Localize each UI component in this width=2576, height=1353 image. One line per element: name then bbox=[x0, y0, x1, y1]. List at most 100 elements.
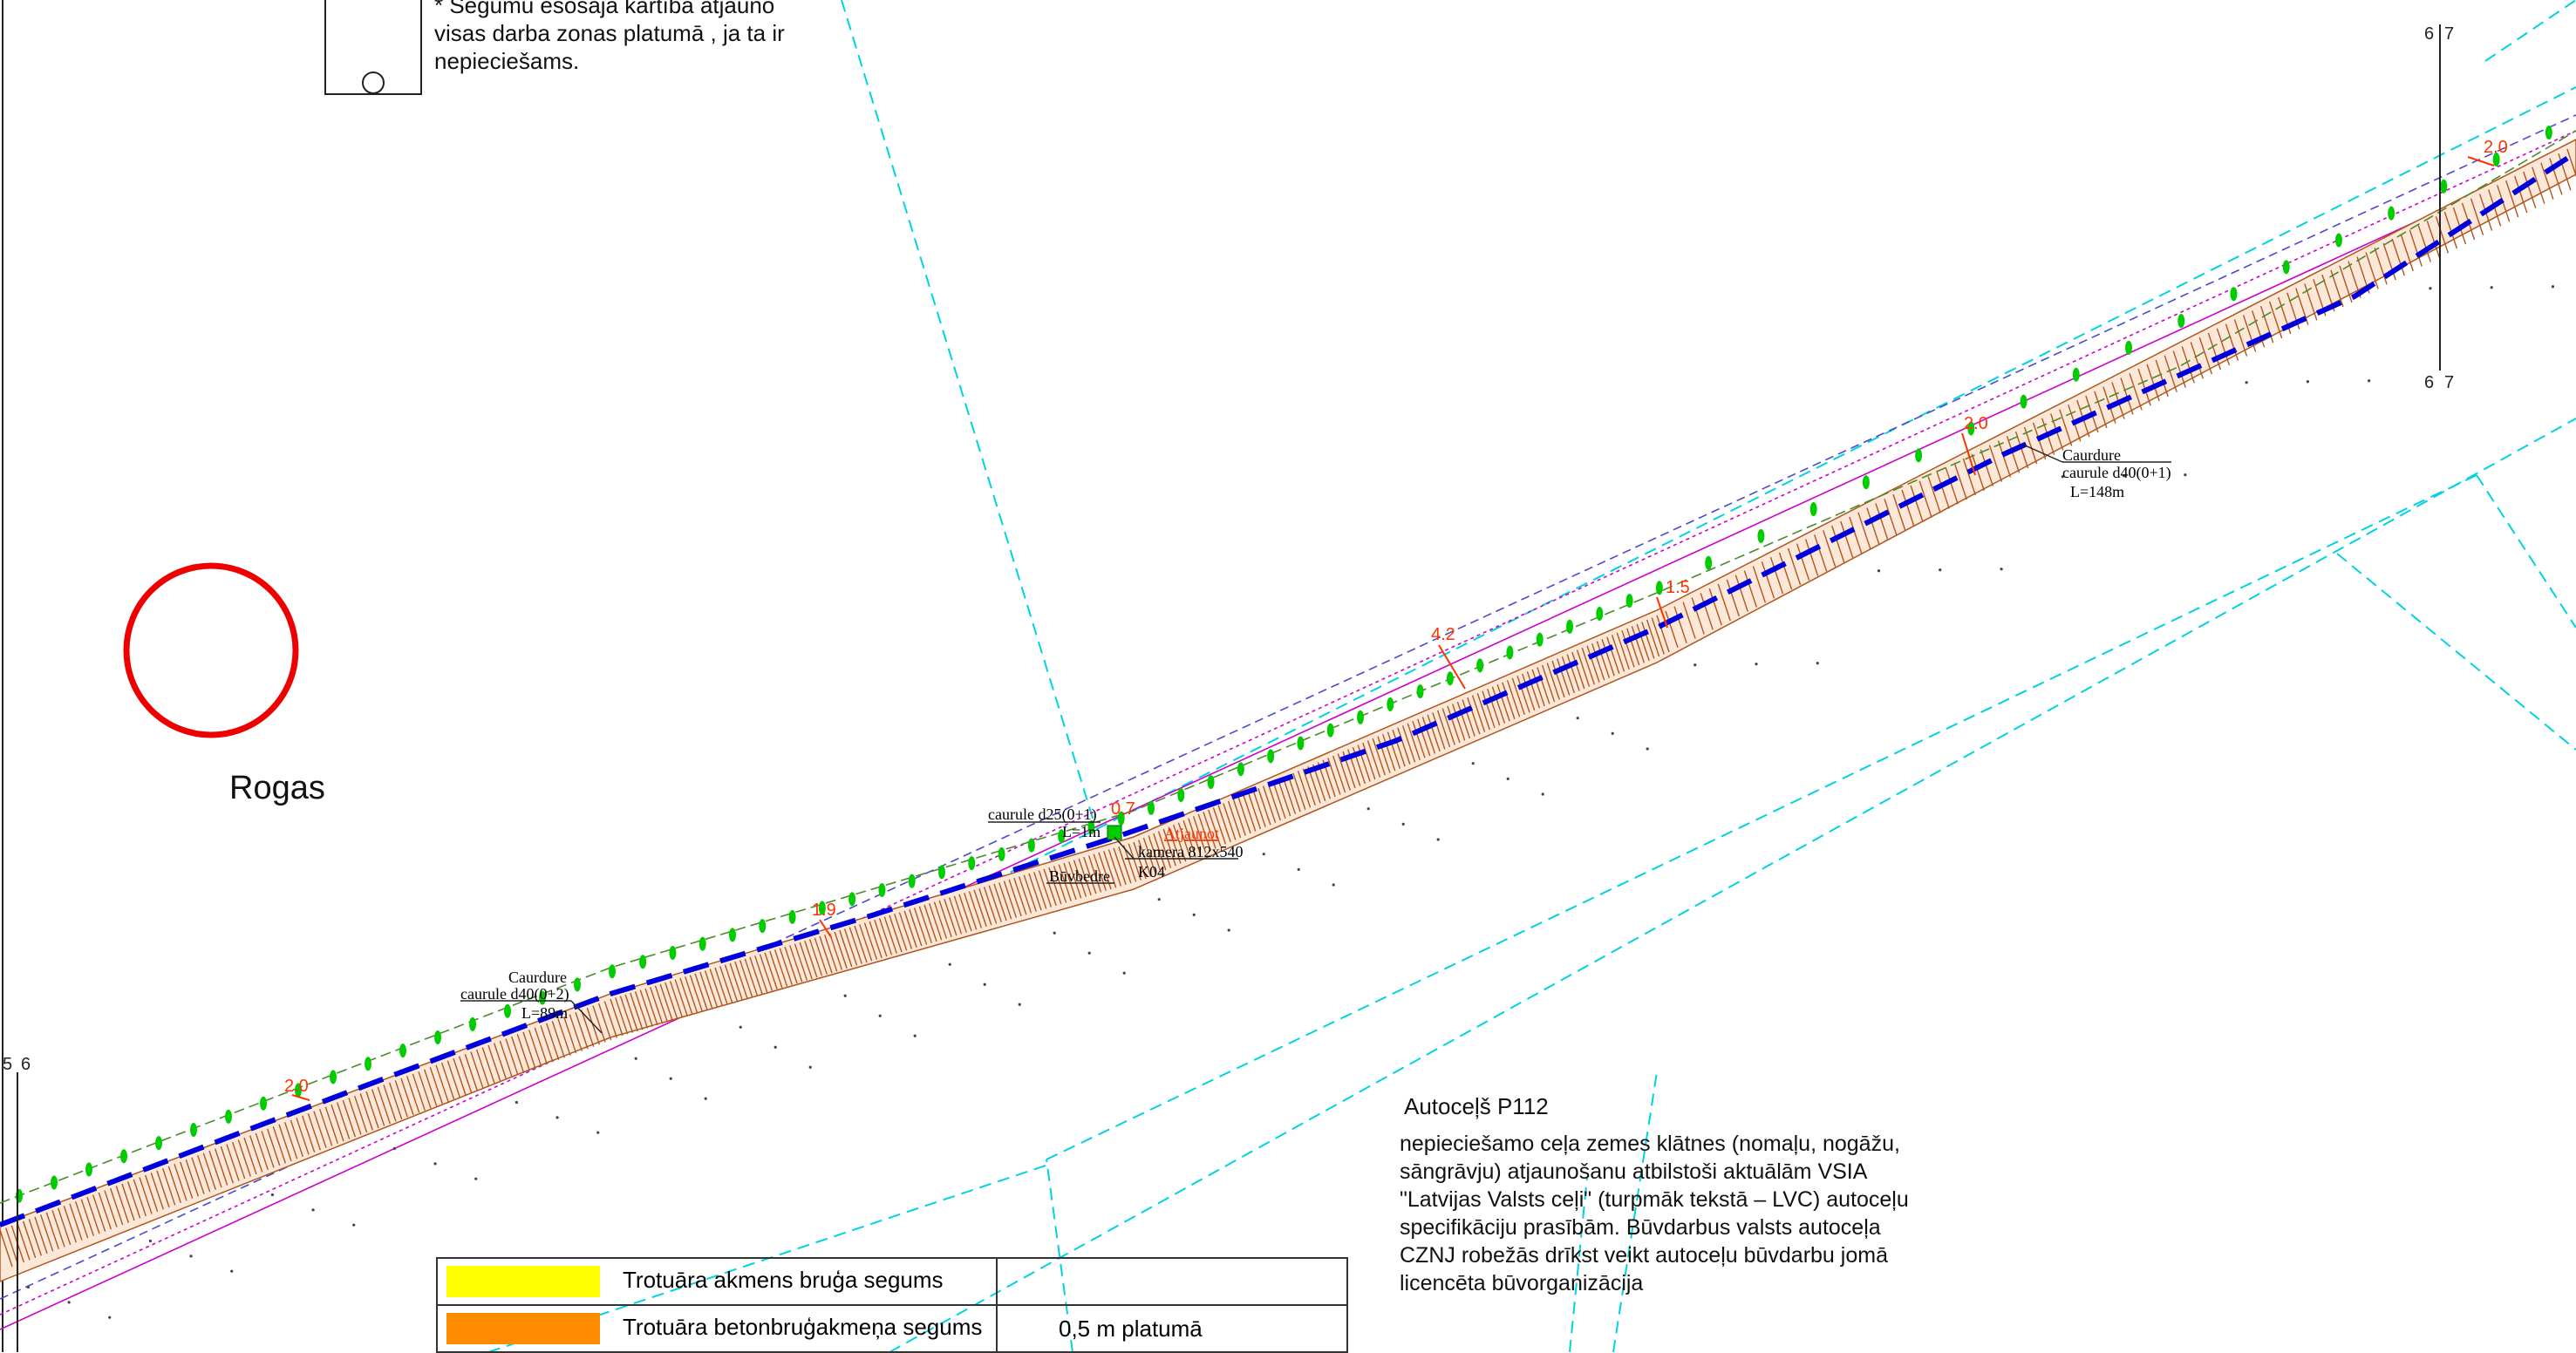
hatch-line bbox=[1382, 733, 1396, 772]
pipe-callout-2: caurule d25(0+1) L=1m bbox=[988, 806, 1101, 840]
tree-icon bbox=[1446, 671, 1454, 686]
hatch-line bbox=[2505, 180, 2519, 218]
hatch-line bbox=[2059, 409, 2073, 446]
hatch-line bbox=[824, 935, 838, 972]
hatch-line bbox=[993, 883, 1007, 921]
hatch-line bbox=[819, 935, 833, 974]
hatch-line bbox=[272, 1126, 286, 1164]
road-line: specifikāciju prasībām. Būvdarbus valsts… bbox=[1400, 1215, 1881, 1240]
hatch-line bbox=[744, 958, 758, 996]
hatch-line bbox=[958, 894, 972, 932]
hatch-line bbox=[522, 1031, 536, 1070]
hatch-line bbox=[1337, 753, 1351, 791]
road-line: licencēta būvorganizācija bbox=[1400, 1271, 1644, 1295]
hatch-line bbox=[1726, 579, 1740, 617]
hatch-line bbox=[127, 1181, 141, 1219]
hatch-line bbox=[237, 1139, 251, 1177]
hatch-line bbox=[1043, 868, 1057, 907]
hatch-line bbox=[1272, 781, 1286, 819]
hatch-line bbox=[654, 985, 669, 1023]
spot-point bbox=[230, 1269, 234, 1273]
pipe-1-label: Caurdure bbox=[508, 969, 567, 986]
hatch-line bbox=[988, 885, 1002, 922]
spot-point bbox=[2429, 287, 2432, 290]
hatch-line bbox=[2304, 283, 2318, 321]
hatch-line bbox=[1682, 602, 1696, 639]
hatch-line bbox=[848, 927, 862, 964]
hatch-line bbox=[28, 1219, 42, 1256]
hatch-line bbox=[290, 1119, 303, 1158]
tree-icon bbox=[190, 1122, 197, 1137]
hatch-line bbox=[63, 1206, 77, 1243]
hatch-line bbox=[729, 962, 743, 1001]
hatch-line bbox=[2532, 167, 2545, 204]
tree-icon bbox=[85, 1162, 92, 1177]
hatch-line bbox=[51, 1210, 65, 1248]
hatch-line bbox=[1397, 727, 1411, 765]
hatch-line bbox=[1691, 597, 1705, 635]
legend-swatch bbox=[446, 1266, 600, 1297]
hatch-line bbox=[968, 891, 983, 928]
tree-icon bbox=[2388, 206, 2395, 221]
spot-point bbox=[1332, 883, 1335, 887]
hatch-line bbox=[348, 1098, 362, 1135]
hatch-line bbox=[1107, 849, 1122, 887]
hatch-line bbox=[933, 901, 948, 939]
hatch-line bbox=[1401, 725, 1416, 763]
tree-icon bbox=[574, 977, 581, 992]
hatch-line bbox=[1971, 453, 1986, 492]
hatch-line bbox=[764, 952, 778, 990]
hatch-line bbox=[557, 1018, 571, 1056]
hatch-line bbox=[883, 916, 897, 954]
tree-icon bbox=[759, 919, 767, 934]
embankment-band bbox=[0, 139, 2576, 1282]
note-line: nepieciešams. bbox=[434, 48, 580, 74]
hatch-line bbox=[804, 940, 818, 978]
hatch-line bbox=[418, 1071, 432, 1109]
hatch-line bbox=[2339, 265, 2353, 303]
spot-point bbox=[1297, 867, 1300, 871]
hatch-line bbox=[709, 969, 723, 1006]
hatch-line bbox=[1641, 622, 1655, 659]
hatch-line bbox=[1013, 877, 1027, 915]
hatch-line bbox=[1651, 617, 1665, 655]
hatch-line bbox=[1476, 692, 1490, 731]
pipe-1-spec: caurule d40(0+2) bbox=[460, 985, 569, 1003]
hatch-line bbox=[2233, 319, 2248, 357]
spot-point bbox=[1366, 807, 1370, 811]
hatch-line bbox=[1366, 740, 1381, 778]
tree-icon bbox=[1087, 819, 1095, 834]
hatch-line bbox=[1441, 708, 1455, 745]
hatch-line bbox=[1910, 485, 1924, 523]
tree-icon bbox=[908, 874, 916, 888]
hatch-line bbox=[394, 1080, 408, 1118]
hatch-line bbox=[1823, 530, 1837, 568]
hatch-line bbox=[2094, 391, 2108, 429]
hatch-line bbox=[145, 1174, 159, 1213]
sheet-right-b: 7 bbox=[2444, 24, 2454, 44]
tree-icon bbox=[1596, 606, 1604, 621]
pipe-2-label: caurule d25(0+1) bbox=[988, 806, 1097, 824]
hatch-line bbox=[1626, 628, 1640, 666]
hatch-line bbox=[1197, 813, 1211, 852]
pipe-3-spec: caurule d40(0+1) bbox=[2062, 464, 2171, 482]
hatch-line bbox=[854, 925, 868, 963]
hatch-line bbox=[1417, 718, 1431, 757]
spot-point bbox=[67, 1301, 71, 1304]
hatch-line bbox=[1631, 626, 1646, 663]
hatch-line bbox=[302, 1115, 316, 1152]
hatch-line bbox=[1128, 843, 1141, 880]
tree-icon bbox=[330, 1070, 337, 1084]
hatch-line bbox=[1502, 682, 1516, 719]
hatch-line bbox=[424, 1069, 438, 1106]
town-name: Rogas bbox=[229, 770, 325, 806]
hatch-line bbox=[1083, 856, 1097, 894]
hatch-line bbox=[694, 973, 708, 1011]
hatch-line bbox=[1875, 503, 1889, 541]
hatch-line bbox=[17, 1223, 31, 1261]
hatch-line bbox=[1267, 783, 1281, 821]
hatch-line bbox=[1487, 688, 1501, 726]
hatch-line bbox=[2251, 310, 2266, 348]
hatch-line bbox=[1028, 873, 1042, 911]
legend-swatch bbox=[446, 1313, 600, 1344]
